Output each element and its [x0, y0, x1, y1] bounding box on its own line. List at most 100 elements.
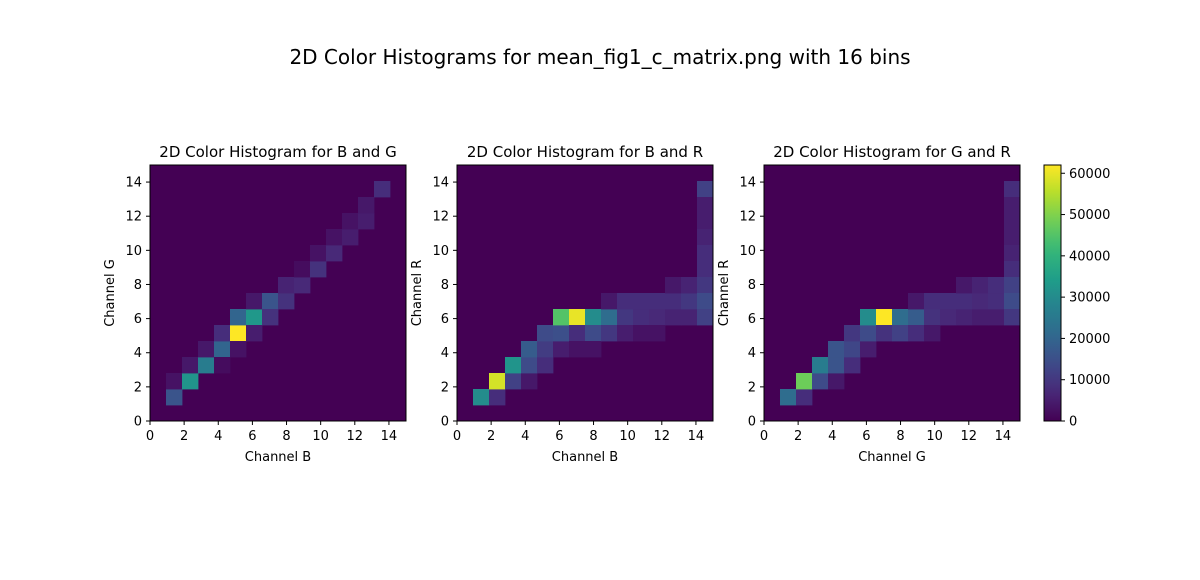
heatmap-cell: [892, 309, 909, 326]
colorbar-tick-label: 20000: [1069, 332, 1110, 347]
plots-area: 0 2 4 6 8 10 12 14 0 2 4 6 8 10 12 14 2D Color Histogram…: [103, 143, 1021, 465]
heatmap-cell: [828, 373, 845, 390]
y-tick-label: 8: [748, 278, 756, 293]
heatmap-cell: [812, 373, 829, 390]
colorbar-tick-label: 60000: [1069, 167, 1110, 182]
heatmap-cell: [230, 341, 247, 358]
heatmap-cell: [585, 341, 602, 358]
heatmap-cell: [697, 293, 714, 310]
heatmap-cell: [553, 341, 570, 358]
heatmap-cell: [681, 277, 698, 294]
heatmap-cell: [796, 373, 813, 390]
y-tick-label: 0: [134, 415, 142, 430]
heatmap-cell: [537, 357, 554, 374]
heatmap-cell: [633, 309, 650, 326]
x-tick-label: 14: [995, 429, 1012, 444]
heatmap-cell: [828, 357, 845, 374]
x-tick-label: 2: [180, 429, 188, 444]
y-tick-label: 14: [739, 176, 756, 191]
heatmap-cell: [262, 293, 279, 310]
heatmap-cell: [521, 357, 538, 374]
x-axis-label: Channel G: [858, 450, 926, 465]
heatmap-cell: [489, 373, 506, 390]
heatmap-cell: [924, 309, 941, 326]
panel-title: 2D Color Histogram for G and R: [773, 143, 1011, 161]
heatmap-cell: [489, 389, 506, 406]
heatmap-cell: [780, 389, 797, 406]
heatmap-cell: [924, 325, 941, 342]
x-tick-label: 12: [961, 429, 978, 444]
heatmap-cell: [956, 277, 973, 294]
x-axis-label: Channel B: [552, 450, 618, 465]
y-tick-label: 14: [432, 176, 449, 191]
heatmap-cell: [844, 341, 861, 358]
y-tick-label: 4: [748, 346, 756, 361]
y-tick-label: 10: [432, 244, 449, 259]
heatmap-cell: [940, 293, 957, 310]
heatmap-cell: [342, 213, 359, 230]
y-tick-label: 6: [134, 312, 142, 327]
y-tick-label: 10: [125, 244, 142, 259]
y-tick-label: 12: [739, 210, 756, 225]
histogram-panel-2: 0 2 4 6 8 10 12 14 0 2 4 6 8 10 12 14 2D Color Histogram…: [410, 143, 714, 465]
heatmap-cell: [828, 341, 845, 358]
heatmap-cell: [358, 197, 375, 214]
heatmap-cell: [940, 309, 957, 326]
y-tick-label: 0: [441, 415, 449, 430]
heatmap-cell: [601, 309, 618, 326]
heatmap-cell: [617, 293, 634, 310]
x-tick-label: 8: [896, 429, 904, 444]
heatmap-cell: [198, 341, 215, 358]
heatmap-cell: [521, 341, 538, 358]
heatmap-cell: [876, 309, 893, 326]
heatmap-cell: [601, 325, 618, 342]
heatmap-cell: [1004, 181, 1021, 198]
heatmap-cell: [1004, 245, 1021, 262]
y-tick-label: 4: [134, 346, 142, 361]
heatmap-cell: [988, 277, 1005, 294]
y-tick-label: 6: [441, 312, 449, 327]
heatmap-cell: [166, 389, 183, 406]
heatmap-cell: [569, 341, 586, 358]
heatmap-cell: [633, 293, 650, 310]
heatmap-cell: [1004, 277, 1021, 294]
heatmap-cell: [860, 325, 877, 342]
x-tick-label: 2: [794, 429, 802, 444]
x-tick-label: 2: [487, 429, 495, 444]
x-tick-label: 8: [589, 429, 597, 444]
y-tick-label: 2: [441, 380, 449, 395]
heatmap-cell: [214, 341, 231, 358]
y-tick-label: 4: [441, 346, 449, 361]
heatmap-cell: [553, 325, 570, 342]
heatmap-cell: [697, 261, 714, 278]
heatmap-cell: [505, 357, 522, 374]
x-axis-label: Channel B: [245, 450, 311, 465]
heatmap-cell: [505, 373, 522, 390]
heatmap-cell: [310, 261, 327, 278]
heatmap-cell: [1004, 229, 1021, 246]
heatmap-cell: [182, 373, 199, 390]
y-axis-label: Channel G: [103, 259, 118, 327]
heatmap-cell: [665, 309, 682, 326]
y-axis-label: Channel R: [410, 260, 425, 327]
heatmap-cell: [537, 341, 554, 358]
heatmap-cell: [214, 325, 231, 342]
heatmap-cell: [697, 229, 714, 246]
heatmap-cell: [697, 309, 714, 326]
heatmap-cell: [1004, 309, 1021, 326]
heatmap-cell: [956, 293, 973, 310]
x-tick-label: 12: [654, 429, 671, 444]
x-tick-label: 0: [146, 429, 154, 444]
heatmap-cell: [697, 213, 714, 230]
heatmap-cell: [553, 309, 570, 326]
x-tick-label: 10: [312, 429, 329, 444]
heatmap-cell: [1004, 197, 1021, 214]
heatmap-cell: [697, 181, 714, 198]
heatmap-cell: [473, 389, 490, 406]
heatmap-cell: [924, 293, 941, 310]
heatmap-cell: [585, 309, 602, 326]
histogram-panel-3: 0 2 4 6 8 10 12 14 0 2 4 6 8 10 12 14 2D Color Histogram…: [717, 143, 1021, 465]
heatmap-cell: [521, 373, 538, 390]
panel-title: 2D Color Histogram for B and R: [467, 143, 703, 161]
heatmap-cell: [537, 325, 554, 342]
